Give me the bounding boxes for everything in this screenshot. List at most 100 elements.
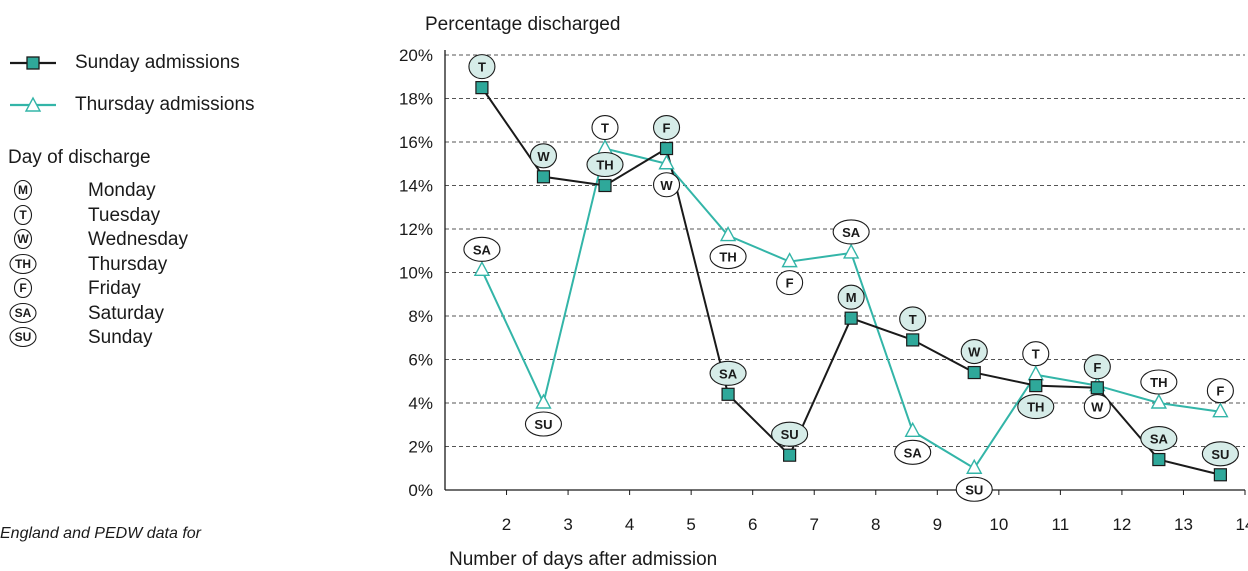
day-badge-code: TH: [719, 250, 736, 265]
day-badge: SA: [463, 236, 501, 262]
day-badge: SU: [524, 411, 563, 437]
day-badge: T: [1022, 341, 1050, 367]
day-badge-code: W: [537, 149, 550, 164]
day-name: Wednesday: [88, 229, 188, 250]
day-badge-code: SA: [1150, 432, 1169, 447]
day-badge: W: [1083, 394, 1111, 420]
y-tick-label: 4%: [408, 394, 433, 413]
thursday-point: [781, 252, 798, 268]
x-tick-label: 12: [1112, 515, 1131, 534]
line-chart: 0% 2% 4% 6% 8% 10% 12% 14% 16% 18% 20% 2 3 4 5 6 7 8 9 10 11…: [399, 14, 1248, 570]
day-badge-code: SU: [965, 482, 983, 497]
day-badge-code: TH: [1027, 400, 1044, 415]
day-name: Tuesday: [88, 204, 161, 226]
day-legend-friday: F Friday: [0, 275, 300, 301]
sunday-point: [475, 81, 489, 95]
day-badge-code: SA: [842, 225, 861, 240]
thursday-point: [535, 393, 552, 409]
sunday-point: [1090, 381, 1104, 395]
sunday-point: [844, 311, 858, 325]
x-tick-label: 4: [625, 515, 634, 534]
day-legend-monday: M Monday: [0, 177, 300, 203]
day-badge-icon: M: [13, 179, 33, 201]
thursday-point: [1150, 393, 1168, 409]
day-badge-code: F: [1216, 384, 1224, 399]
source-note: England and PEDW data for: [0, 525, 202, 542]
day-badge: M: [837, 284, 865, 310]
day-badge-code: W: [1091, 400, 1104, 415]
x-tick-label: 9: [933, 515, 942, 534]
x-tick-label: 6: [748, 515, 757, 534]
y-tick-label: 10%: [399, 264, 433, 283]
day-badge: W: [652, 172, 681, 198]
sunday-point: [906, 333, 920, 347]
day-badge-icon: SA: [9, 302, 37, 323]
day-name: Sunday: [88, 327, 153, 348]
y-tick-label: 8%: [408, 307, 433, 326]
day-badge-code: W: [660, 178, 673, 193]
day-badge: W: [529, 143, 558, 169]
day-badge-icon: F: [13, 277, 33, 299]
day-legend-wednesday: W Wednesday: [0, 226, 300, 252]
sunday-point: [1029, 379, 1043, 393]
day-badge-code: SA: [719, 366, 738, 381]
chart-title: Percentage discharged: [425, 14, 620, 35]
legend: Sunday admissions Thursday admissions Da…: [0, 0, 300, 571]
day-badge-code: SA: [904, 445, 923, 460]
day-badge-code: W: [968, 345, 981, 360]
x-tick-label: 11: [1052, 515, 1070, 534]
day-badge: SU: [1201, 441, 1239, 467]
x-tick-label: 3: [563, 515, 572, 534]
day-badge: SU: [955, 476, 993, 502]
day-badges: SA SU T W TH F SA SA SU T W TH F T W TH F SA SU M T W TH F SA SU: [463, 54, 1239, 502]
y-tick-label: 6%: [408, 351, 433, 370]
day-badge: F: [652, 114, 681, 141]
day-badge: TH: [586, 151, 624, 178]
day-badge: T: [899, 306, 927, 332]
day-legend-sunday: SU Sunday: [0, 324, 300, 350]
day-badge-code: M: [846, 290, 857, 305]
day-badge: F: [1206, 378, 1234, 404]
thursday-point: [658, 154, 675, 170]
y-tick-label: 16%: [399, 133, 433, 152]
day-badge: TH: [709, 243, 747, 270]
sunday-point: [783, 448, 797, 462]
sunday-point: [721, 387, 735, 401]
day-badge: SA: [709, 360, 747, 386]
day-badge: SA: [894, 439, 932, 465]
day-badge-code: SU: [1211, 447, 1229, 462]
y-tick-label: 14%: [399, 177, 433, 196]
day-name: Thursday: [88, 253, 168, 275]
y-tick-label: 2%: [408, 438, 433, 457]
day-badge-icon: TH: [9, 253, 37, 274]
day-legend-tuesday: T Tuesday: [0, 202, 300, 228]
day-badge-icon: W: [13, 228, 33, 250]
axes: 0% 2% 4% 6% 8% 10% 12% 14% 16% 18% 20% 2 3 4 5 6 7 8 9 10 11…: [399, 46, 1248, 534]
thursday-point: [966, 458, 983, 474]
x-axis-label: Number of days after admission: [449, 549, 717, 570]
day-badge: SU: [771, 421, 809, 447]
legend-square-marker-icon: [10, 56, 56, 70]
day-badge-code: SU: [534, 417, 552, 432]
x-tick-label: 14: [1236, 515, 1248, 534]
day-badge-code: F: [786, 276, 794, 291]
sunday-point: [659, 141, 674, 156]
series-lines: [481, 87, 1221, 476]
sunday-point: [1152, 452, 1166, 467]
day-name: Friday: [88, 278, 141, 299]
day-badge: T: [591, 114, 619, 141]
day-badge: F: [1083, 354, 1111, 380]
sunday-point: [536, 170, 551, 184]
y-tick-label: 20%: [399, 46, 433, 65]
day-badge-code: SA: [473, 242, 492, 257]
day-badge-code: F: [19, 281, 26, 295]
x-tick-label: 2: [502, 515, 511, 534]
day-badge: W: [960, 338, 988, 365]
day-badge-code: TH: [1150, 375, 1167, 390]
thursday-point: [842, 243, 860, 259]
day-badge-code: TH: [15, 257, 31, 271]
sunday-point: [1213, 468, 1227, 482]
day-badge-code: F: [663, 121, 671, 136]
thursday-point: [1212, 402, 1229, 418]
series-markers: [473, 81, 1229, 482]
